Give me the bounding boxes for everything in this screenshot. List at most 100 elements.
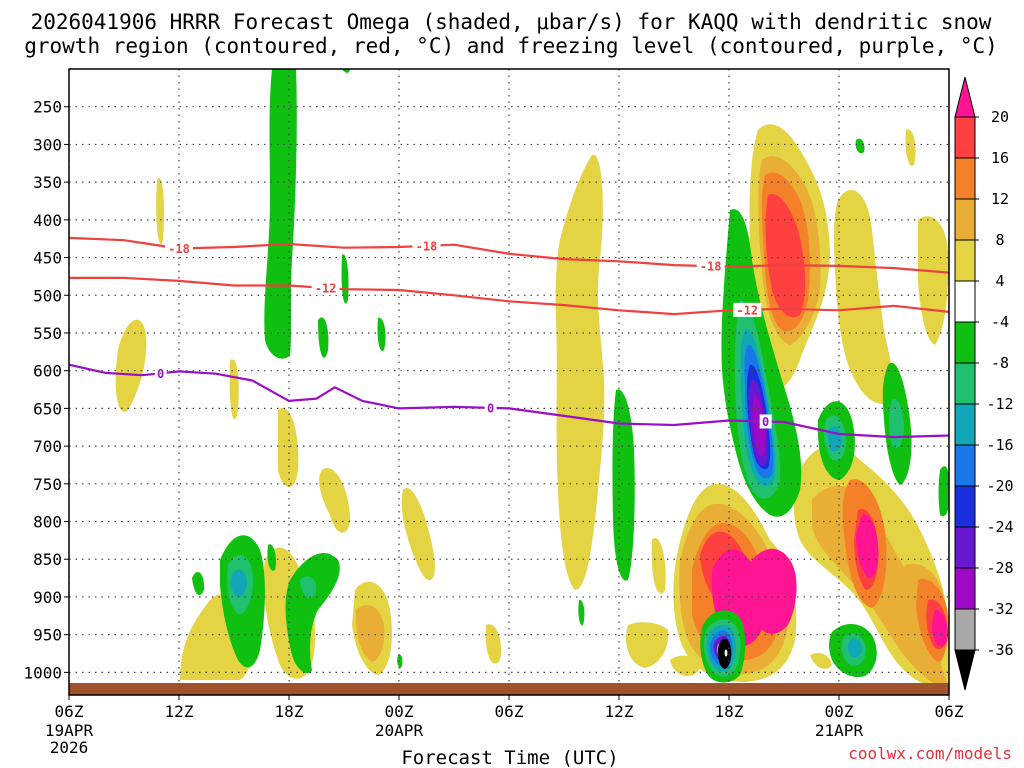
y-tick-label: 1000: [23, 663, 62, 682]
omega-region: [905, 129, 916, 166]
omega-region: [834, 190, 896, 404]
y-tick-label: 300: [33, 135, 62, 154]
contour-label-bg: [412, 238, 441, 253]
omega-region: [856, 514, 879, 579]
colorbar-label: -32: [986, 600, 1013, 618]
colorbar-label: -8: [991, 354, 1009, 372]
colorbar-bin: [954, 280, 976, 323]
x-tick-label: 00Z: [385, 702, 414, 721]
omega-region: [342, 69, 350, 73]
colorbar-bin: [954, 485, 976, 528]
colorbar-label: 20: [991, 108, 1009, 126]
contour-label: 0: [157, 367, 164, 381]
contour-label-bg: [484, 400, 497, 415]
omega-region: [485, 624, 502, 664]
colorbar-label: -12: [986, 395, 1013, 413]
y-tick-label: 550: [33, 324, 62, 343]
x-date-label: 19APR: [45, 721, 94, 740]
colorbar-bin: [954, 444, 976, 487]
colorbar-label: -28: [986, 559, 1013, 577]
y-axis: 250 300 350 400 450 500 550 600 650 700 750 800 850 9…: [23, 98, 69, 682]
omega-region: [115, 319, 147, 412]
omega-region: [300, 576, 317, 598]
omega-region: [230, 569, 247, 597]
credit-text[interactable]: coolwx.com/models: [848, 744, 1012, 763]
colorbar-bin: [954, 608, 976, 651]
omega-region: [355, 605, 385, 662]
colorbar-label: 12: [991, 190, 1009, 208]
colorbar-label: 8: [995, 231, 1004, 249]
x-tick-label: 06Z: [495, 702, 524, 721]
omega-region: [718, 638, 732, 669]
omega-region: [578, 599, 585, 626]
contour-dendritic-lower: [69, 276, 949, 316]
x-tick-label: 00Z: [825, 702, 854, 721]
omega-region: [612, 389, 635, 581]
contour-label-bg: [154, 366, 167, 381]
omega-region: [285, 552, 340, 674]
colorbar-bin: [954, 403, 976, 446]
surface-ground: [69, 683, 949, 695]
y-tick-label: 500: [33, 286, 62, 305]
omega-region: [765, 194, 806, 318]
colorbar-label: -24: [986, 518, 1013, 536]
colorbar-bin: [954, 567, 976, 610]
colorbar-top-arrow: [954, 76, 976, 118]
omega-region: [625, 622, 669, 668]
omega-region: [278, 408, 299, 487]
contour-label: -18: [416, 239, 438, 253]
omega-region: [318, 317, 329, 358]
x-tick-label: 12Z: [605, 702, 634, 721]
omega-region: [746, 548, 797, 634]
omega-region: [752, 394, 766, 456]
omega-region: [267, 544, 277, 571]
contour-dendritic-upper: [69, 236, 949, 274]
x-date-label: 20APR: [375, 721, 424, 740]
x-tick-label: 12Z: [165, 702, 194, 721]
colorbar-bin: [954, 362, 976, 405]
chart-title-line-1: 2026041906 HRRR Forecast Omega (shaded, …: [31, 10, 992, 34]
colorbar-bin: [954, 321, 976, 364]
colorbar-bottom-arrow: [954, 649, 976, 691]
omega-shading: [115, 69, 949, 690]
omega-region: [341, 254, 349, 304]
colorbar-label: -36: [986, 641, 1013, 659]
x-date-label: 21APR: [815, 721, 864, 740]
contour-label-bg: [733, 302, 762, 317]
x-axis-label: Forecast Time (UTC): [401, 747, 618, 768]
colorbar-bin: [954, 157, 976, 200]
x-tick-label: 18Z: [275, 702, 304, 721]
y-tick-label: 350: [33, 173, 62, 192]
contour-label-bg: [759, 414, 772, 429]
y-tick-label: 600: [33, 362, 62, 381]
omega-region: [401, 488, 435, 581]
contour-label: -18: [168, 242, 190, 256]
colorbar-bin: [954, 526, 976, 569]
omega-region: [812, 508, 851, 552]
chart-title-line-2: growth region (contoured, red, °C) and f…: [24, 34, 998, 58]
colorbar: 20 16 12 8 4 -4 -8 -12 -16 -20 -24 -28 -32 -36: [954, 76, 1014, 691]
omega-region: [938, 466, 949, 517]
colorbar-bin: [954, 198, 976, 241]
y-tick-label: 850: [33, 550, 62, 569]
x-tick-label: 18Z: [715, 702, 744, 721]
contour-label: -18: [700, 260, 722, 274]
y-tick-label: 750: [33, 475, 62, 494]
x-tick-label: 06Z: [55, 702, 84, 721]
grid: [69, 69, 949, 695]
y-tick-label: 950: [33, 626, 62, 645]
x-tick-label: 06Z: [935, 702, 964, 721]
omega-region: [810, 653, 832, 669]
omega-region: [156, 178, 165, 245]
y-tick-label: 900: [33, 588, 62, 607]
omega-region: [229, 359, 239, 420]
colorbar-label: -20: [986, 477, 1013, 495]
contour-label-bg: [311, 280, 340, 295]
omega-region: [377, 317, 386, 351]
y-tick-label: 250: [33, 98, 62, 117]
colorbar-label: 16: [991, 149, 1009, 167]
x-date-label: 2026: [50, 738, 89, 757]
contour-layer: -18 -18 -18 -12 -12 0 0 0: [69, 236, 949, 439]
